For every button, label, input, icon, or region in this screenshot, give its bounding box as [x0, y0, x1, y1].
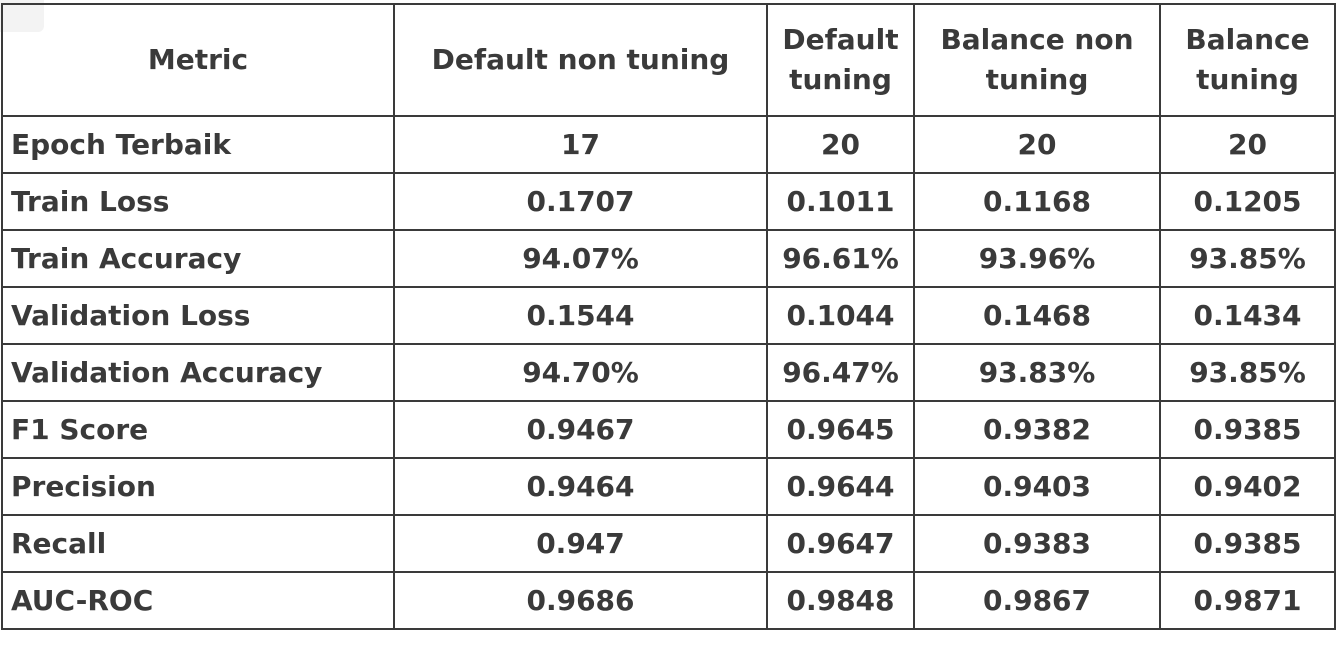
- cell-default-non-tuning: 0.9467: [393, 400, 768, 459]
- cell-default-tuning: 0.1044: [766, 286, 915, 345]
- cell-default-tuning: 96.61%: [766, 229, 915, 288]
- header-default-non-tuning: Default non tuning: [393, 3, 768, 117]
- table-row: Validation Accuracy 94.70% 96.47% 93.83%…: [1, 343, 1336, 402]
- cell-default-non-tuning: 0.1707: [393, 172, 768, 231]
- cell-default-tuning: 0.9645: [766, 400, 915, 459]
- metric-name: F1 Score: [1, 400, 395, 459]
- cell-balance-non-tuning: 0.9383: [913, 514, 1161, 573]
- cell-default-non-tuning: 94.07%: [393, 229, 768, 288]
- cell-default-tuning: 20: [766, 115, 915, 174]
- cell-default-non-tuning: 0.947: [393, 514, 768, 573]
- metric-name: Train Loss: [1, 172, 395, 231]
- table-row: Epoch Terbaik 17 20 20 20: [1, 115, 1336, 174]
- header-metric: Metric: [1, 3, 395, 117]
- cell-balance-non-tuning: 93.83%: [913, 343, 1161, 402]
- table-row: F1 Score 0.9467 0.9645 0.9382 0.9385: [1, 400, 1336, 459]
- metric-name: Validation Loss: [1, 286, 395, 345]
- cell-balance-non-tuning: 93.96%: [913, 229, 1161, 288]
- cell-balance-tuning: 0.9871: [1159, 571, 1336, 630]
- table-row: Train Accuracy 94.07% 96.61% 93.96% 93.8…: [1, 229, 1336, 288]
- cell-balance-tuning: 0.1434: [1159, 286, 1336, 345]
- cell-balance-non-tuning: 0.1168: [913, 172, 1161, 231]
- cell-default-tuning: 0.1011: [766, 172, 915, 231]
- cell-balance-tuning: 0.1205: [1159, 172, 1336, 231]
- cell-default-tuning: 0.9647: [766, 514, 915, 573]
- cell-balance-tuning: 20: [1159, 115, 1336, 174]
- cell-balance-tuning: 0.9385: [1159, 400, 1336, 459]
- table-row: Recall 0.947 0.9647 0.9383 0.9385: [1, 514, 1336, 573]
- metric-name: Recall: [1, 514, 395, 573]
- cell-default-non-tuning: 0.9464: [393, 457, 768, 516]
- metric-name: AUC-ROC: [1, 571, 395, 630]
- cell-balance-tuning: 93.85%: [1159, 229, 1336, 288]
- cell-default-non-tuning: 0.1544: [393, 286, 768, 345]
- cell-default-tuning: 96.47%: [766, 343, 915, 402]
- cell-default-tuning: 0.9848: [766, 571, 915, 630]
- metric-name: Train Accuracy: [1, 229, 395, 288]
- cell-balance-tuning: 0.9402: [1159, 457, 1336, 516]
- cell-balance-non-tuning: 0.1468: [913, 286, 1161, 345]
- header-balance-tuning: Balance tuning: [1159, 3, 1336, 117]
- cell-default-tuning: 0.9644: [766, 457, 915, 516]
- table-row: Validation Loss 0.1544 0.1044 0.1468 0.1…: [1, 286, 1336, 345]
- table-row: AUC-ROC 0.9686 0.9848 0.9867 0.9871: [1, 571, 1336, 630]
- metric-name: Precision: [1, 457, 395, 516]
- cell-balance-non-tuning: 20: [913, 115, 1161, 174]
- cell-balance-non-tuning: 0.9867: [913, 571, 1161, 630]
- cell-balance-non-tuning: 0.9403: [913, 457, 1161, 516]
- cell-balance-tuning: 93.85%: [1159, 343, 1336, 402]
- cell-default-non-tuning: 17: [393, 115, 768, 174]
- table-row: Precision 0.9464 0.9644 0.9403 0.9402: [1, 457, 1336, 516]
- header-balance-non-tuning: Balance non tuning: [913, 3, 1161, 117]
- metrics-table: Metric Default non tuning Default tuning…: [1, 3, 1336, 630]
- cell-balance-tuning: 0.9385: [1159, 514, 1336, 573]
- table-row: Train Loss 0.1707 0.1011 0.1168 0.1205: [1, 172, 1336, 231]
- metric-name: Validation Accuracy: [1, 343, 395, 402]
- header-default-tuning: Default tuning: [766, 3, 915, 117]
- cell-default-non-tuning: 0.9686: [393, 571, 768, 630]
- metric-name: Epoch Terbaik: [1, 115, 395, 174]
- header-row: Metric Default non tuning Default tuning…: [1, 3, 1336, 117]
- cell-default-non-tuning: 94.70%: [393, 343, 768, 402]
- cell-balance-non-tuning: 0.9382: [913, 400, 1161, 459]
